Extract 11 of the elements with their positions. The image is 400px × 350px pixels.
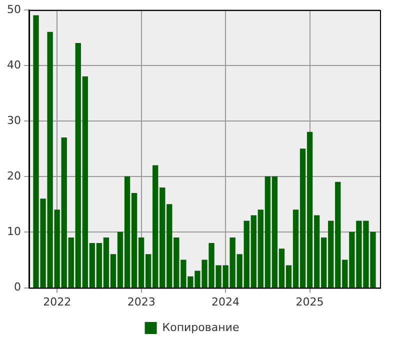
y-tick-label: 10 <box>6 225 21 238</box>
legend-label: Копирование <box>162 320 240 334</box>
x-tick-label: 2022 <box>43 295 72 308</box>
x-tick-label: 2025 <box>296 295 324 308</box>
x-tick-label: 2023 <box>127 295 156 308</box>
y-tick-label: 50 <box>6 2 21 16</box>
y-tick-label: 0 <box>14 280 21 294</box>
y-tick-label: 20 <box>6 170 21 183</box>
x-tick-label: 2024 <box>212 295 240 308</box>
y-tick-label: 40 <box>6 58 21 72</box>
y-tick-label: 30 <box>6 114 21 127</box>
